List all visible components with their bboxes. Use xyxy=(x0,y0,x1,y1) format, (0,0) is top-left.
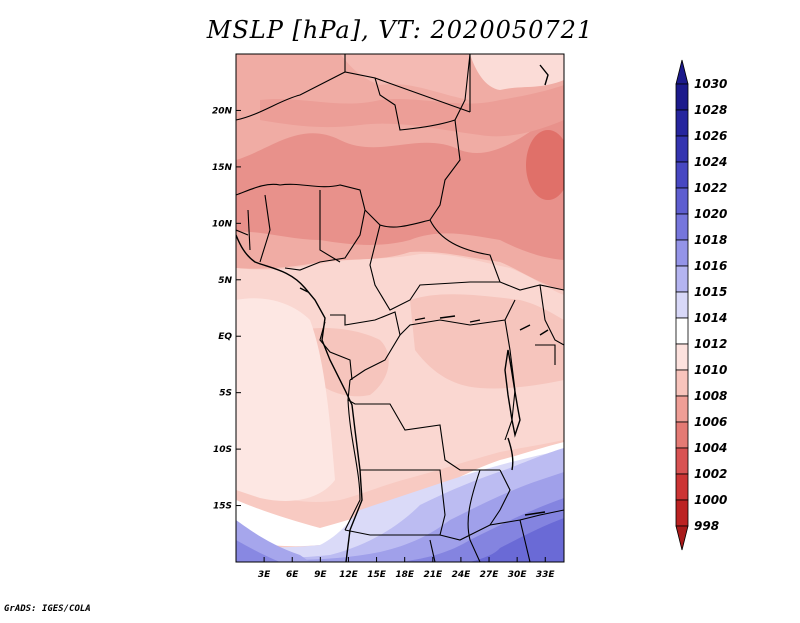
lon-tick-label: 27E xyxy=(480,570,500,580)
pressure-field xyxy=(236,54,564,562)
colorbar-segment xyxy=(675,343,689,371)
colorbar-label: 1014 xyxy=(694,311,727,325)
colorbar-segment xyxy=(675,473,689,501)
colorbar-segment xyxy=(675,265,689,293)
colorbar-segment xyxy=(675,395,689,423)
colorbar-label: 1008 xyxy=(694,389,727,403)
lon-tick-label: 33E xyxy=(536,570,556,580)
colorbar-label: 1000 xyxy=(694,493,727,507)
colorbar-label: 1026 xyxy=(694,129,727,143)
colorbar-label: 1024 xyxy=(694,155,727,169)
lon-tick-label: 15E xyxy=(367,570,387,580)
colorbar-label: 1010 xyxy=(694,363,727,377)
colorbar-min-arrow xyxy=(675,525,689,551)
lat-tick-label: 15S xyxy=(213,502,232,512)
colorbar-segment xyxy=(675,499,689,527)
country-borders xyxy=(236,54,564,562)
colorbar-label: 1015 xyxy=(694,285,727,299)
colorbar-segment xyxy=(675,161,689,189)
colorbar-label: 1022 xyxy=(694,181,727,195)
lat-tick-label: EQ xyxy=(218,332,232,342)
colorbar-segment xyxy=(675,239,689,267)
lon-tick-label: 30E xyxy=(508,570,528,580)
colorbar-segment xyxy=(675,109,689,137)
colorbar-segment xyxy=(675,369,689,397)
colorbar-segment xyxy=(675,135,689,163)
lon-tick-label: 9E xyxy=(314,570,327,580)
map-frame xyxy=(235,53,565,563)
lon-tick-label: 18E xyxy=(395,570,415,580)
lon-tick-label: 3E xyxy=(258,570,271,580)
colorbar-max-arrow xyxy=(675,59,689,85)
colorbar-label: 1028 xyxy=(694,103,727,117)
colorbar-label: 1016 xyxy=(694,259,727,273)
colorbar-label: 1004 xyxy=(694,441,727,455)
map-title: MSLP [hPa], VT: 2020050721 xyxy=(206,16,594,44)
lon-tick-label: 6E xyxy=(286,570,299,580)
longitude-axis: 3E 6E 9E 12E 15E 18E 21E 24E 27E 30E 33E xyxy=(258,557,556,580)
lon-tick-label: 12E xyxy=(339,570,359,580)
colorbar-segment xyxy=(675,83,689,111)
colorbar-segment xyxy=(675,187,689,215)
lat-tick-label: 20N xyxy=(212,106,233,116)
colorbar-segment xyxy=(675,447,689,475)
lat-tick-label: 15N xyxy=(212,163,233,173)
colorbar-label: 998 xyxy=(694,519,719,533)
colorbar-label: 1006 xyxy=(694,415,727,429)
colorbar-segment xyxy=(675,291,689,319)
colorbar-label: 1012 xyxy=(694,337,727,351)
colorbar-label: 1002 xyxy=(694,467,727,481)
colorbar-segment xyxy=(675,317,689,345)
lat-tick-label: 10N xyxy=(212,219,233,229)
colorbar-segment xyxy=(675,421,689,449)
colorbar: 1030 1028 1026 1024 1022 1020 1018 1016 1015 1014… xyxy=(675,59,727,551)
colorbar-label: 1020 xyxy=(694,207,727,221)
lat-tick-label: 5N xyxy=(218,276,232,286)
coastlines xyxy=(236,64,549,562)
lon-tick-label: 24E xyxy=(452,570,472,580)
grads-credit: GrADS: IGES/COLA xyxy=(4,604,91,614)
latitude-axis: 20N 15N 10N 5N EQ 5S 10S 15S xyxy=(212,106,241,512)
lon-tick-label: 21E xyxy=(423,570,443,580)
colorbar-segment xyxy=(675,213,689,241)
lat-tick-label: 10S xyxy=(213,445,232,455)
colorbar-label: 1030 xyxy=(694,77,727,91)
lat-tick-label: 5S xyxy=(219,389,232,399)
colorbar-label: 1018 xyxy=(694,233,727,247)
